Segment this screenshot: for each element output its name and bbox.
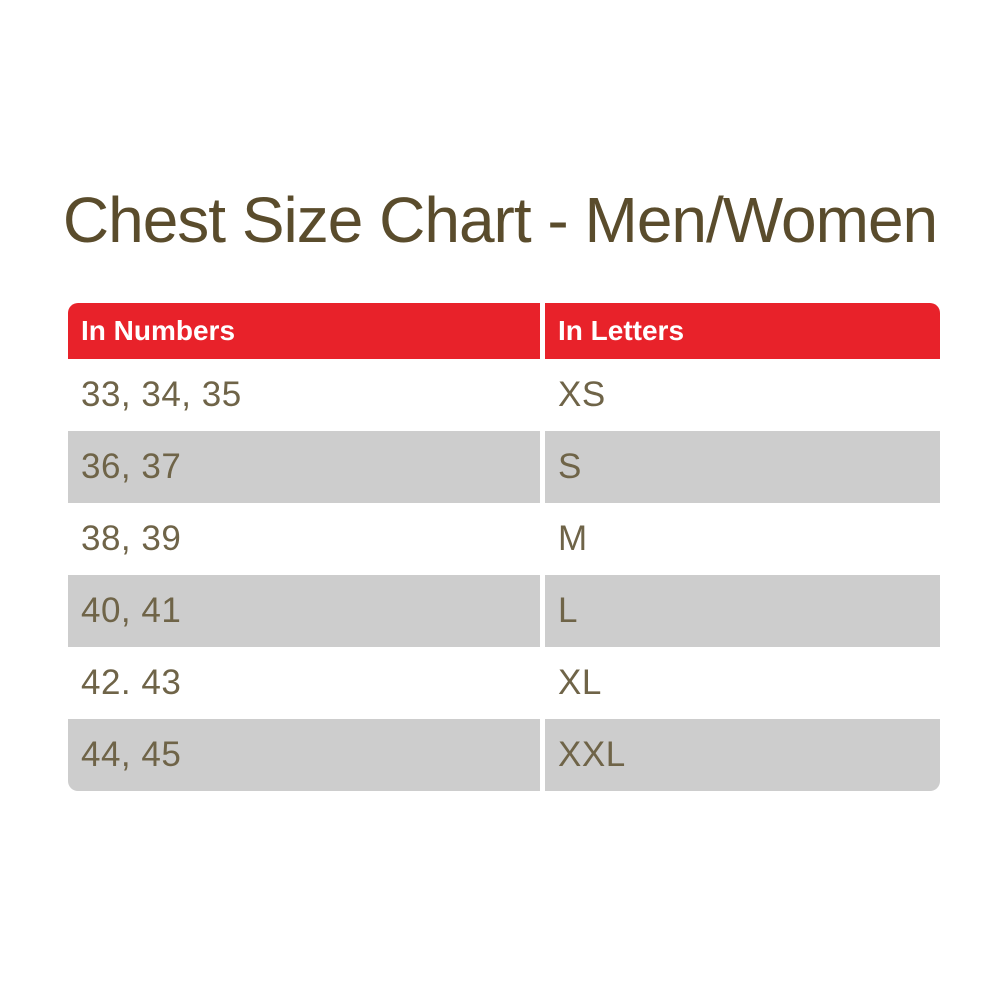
numbers-cell: 33, 34, 35: [68, 359, 540, 431]
numbers-cell: 36, 37: [68, 431, 540, 503]
letters-cell: XL: [545, 647, 940, 719]
table-row: 38, 39 M: [68, 503, 940, 575]
letters-cell: M: [545, 503, 940, 575]
letters-cell: XXL: [545, 719, 940, 791]
numbers-cell: 40, 41: [68, 575, 540, 647]
letters-cell: L: [545, 575, 940, 647]
table-row: 40, 41 L: [68, 575, 940, 647]
column-header-in-numbers: In Numbers: [68, 303, 540, 359]
chest-size-table: In Numbers In Letters 33, 34, 35 XS 36, …: [68, 303, 940, 791]
letters-cell: S: [545, 431, 940, 503]
letters-cell: XS: [545, 359, 940, 431]
table-header-row: In Numbers In Letters: [68, 303, 940, 359]
table-row: 44, 45 XXL: [68, 719, 940, 791]
table-row: 36, 37 S: [68, 431, 940, 503]
table-row: 33, 34, 35 XS: [68, 359, 940, 431]
column-header-in-letters: In Letters: [545, 303, 940, 359]
numbers-cell: 38, 39: [68, 503, 540, 575]
page-title: Chest Size Chart - Men/Women: [62, 184, 938, 256]
table-row: 42. 43 XL: [68, 647, 940, 719]
numbers-cell: 42. 43: [68, 647, 540, 719]
numbers-cell: 44, 45: [68, 719, 540, 791]
